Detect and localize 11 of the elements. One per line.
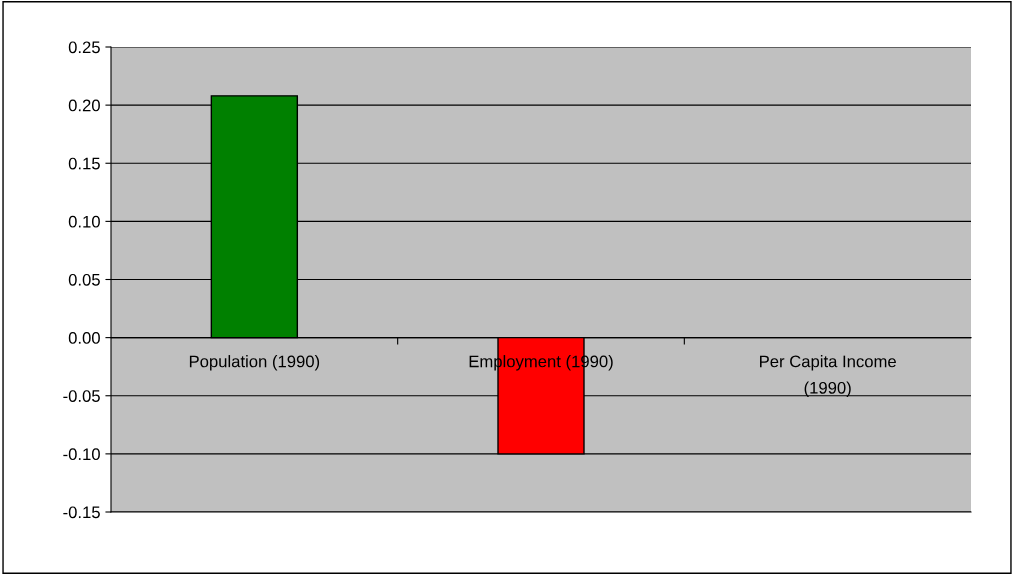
y-tick-label: -0.05 xyxy=(63,390,100,402)
y-tick-label: -0.10 xyxy=(63,448,100,461)
y-tick-label: 0.25 xyxy=(68,41,100,54)
y-tick-label: 0.00 xyxy=(68,332,100,344)
y-tick-label: 0.10 xyxy=(68,215,100,228)
y-tick-label: 0.05 xyxy=(68,273,100,286)
x-tick-label: Population (1990) xyxy=(189,355,320,371)
y-tick-label: -0.15 xyxy=(63,506,100,519)
y-tick-label: 0.15 xyxy=(68,157,100,170)
x-tick-label: Per Capita Income (1990) xyxy=(760,355,896,397)
y-tick-label: 0.20 xyxy=(68,99,100,112)
